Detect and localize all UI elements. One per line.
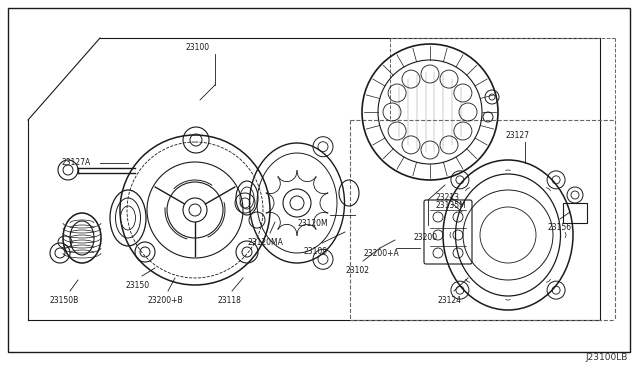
Text: 23156: 23156 <box>548 223 572 232</box>
Text: 23102: 23102 <box>346 266 370 275</box>
Text: 23109: 23109 <box>304 247 328 256</box>
Text: 23118: 23118 <box>218 296 242 305</box>
Text: 23200+B: 23200+B <box>148 296 184 305</box>
Text: 23124: 23124 <box>437 296 461 305</box>
Text: 23200+A: 23200+A <box>363 249 399 258</box>
Text: J23100LB: J23100LB <box>586 353 628 362</box>
Bar <box>563 203 587 223</box>
Text: 23127A: 23127A <box>62 158 92 167</box>
Text: 23127: 23127 <box>505 131 529 140</box>
Text: 23135M: 23135M <box>435 201 466 210</box>
Text: 23200: 23200 <box>413 233 437 242</box>
Text: 23150: 23150 <box>125 281 149 290</box>
Text: 23120MA: 23120MA <box>248 238 284 247</box>
Text: 23100: 23100 <box>186 43 210 52</box>
Text: 23213: 23213 <box>435 193 459 202</box>
Text: 23120M: 23120M <box>298 219 328 228</box>
Text: 23150B: 23150B <box>50 296 79 305</box>
